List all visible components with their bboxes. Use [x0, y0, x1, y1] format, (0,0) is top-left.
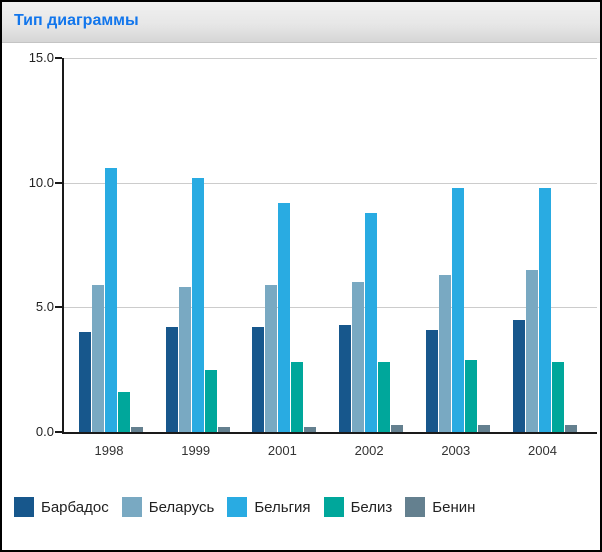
legend-label: Барбадос: [41, 498, 109, 516]
bar-Беларусь: [525, 269, 538, 432]
bar-Беларусь: [92, 284, 104, 432]
x-axis-category-label: 2002: [354, 443, 384, 458]
bar-Бельгия: [278, 202, 291, 432]
legend-item: Барбадос: [14, 497, 109, 517]
bar-Беларусь: [265, 284, 278, 432]
legend-swatch: [121, 497, 142, 517]
y-axis-tick-label: 15.0: [28, 50, 54, 65]
y-axis-tick-mark: [55, 431, 62, 433]
bar-Барбадос: [79, 332, 91, 432]
legend-item: Белиз: [323, 497, 393, 517]
bar-Бельгия: [105, 167, 117, 432]
x-axis-category-label: 2004: [528, 443, 557, 458]
bar-Бенин: [217, 427, 230, 432]
bar-Беларусь: [438, 274, 451, 432]
bar-Бенин: [391, 424, 404, 432]
legend-swatch: [227, 497, 248, 517]
legend-item: Беларусь: [121, 497, 215, 517]
bar-group: [339, 58, 404, 432]
bar-Барбадос: [425, 329, 438, 432]
legend-label: Бельгия: [254, 498, 311, 516]
gridline: [64, 58, 597, 59]
legend-swatch: [323, 497, 344, 517]
legend-item: Бенин: [405, 497, 475, 517]
gridline: [64, 307, 597, 309]
legend-swatch: [405, 497, 426, 517]
legend-swatch: [14, 497, 34, 517]
gridline: [64, 182, 597, 184]
bar-Бенин: [131, 427, 143, 432]
legend-label: Бенин: [432, 498, 476, 516]
bar-Бельгия: [191, 177, 204, 432]
y-axis-tick-mark: [55, 306, 62, 309]
legend-item: Бельгия: [227, 497, 311, 517]
bar-group: [165, 58, 230, 432]
x-axis-category-label: 1999: [181, 443, 211, 458]
bar-Барбадос: [252, 327, 265, 432]
bar-Бельгия: [538, 187, 551, 432]
y-axis-tick-label: 10.0: [28, 174, 54, 190]
bar-Белиз: [378, 362, 391, 432]
y-axis-tick-mark: [55, 57, 62, 59]
x-axis-category-label: 2003: [441, 443, 471, 458]
x-axis-category-label: 1998: [94, 443, 124, 458]
bar-Белиз: [551, 362, 564, 432]
legend: Барбадос Беларусь Бельгия Белиз Бенин: [14, 497, 475, 517]
bar-Барбадос: [165, 327, 178, 432]
bar-group: [425, 58, 490, 432]
bar-chart: Барбадос Беларусь Бельгия Белиз Бенин 15.0 10…: [2, 43, 600, 550]
bar-Бельгия: [365, 212, 378, 432]
y-axis-tick-mark: [55, 181, 62, 184]
bar-group: [79, 58, 143, 432]
y-axis-tick-label: 0.0: [35, 424, 54, 439]
bar-group: [252, 58, 317, 432]
bar-Белиз: [204, 369, 217, 432]
title-bar: Тип диаграммы: [2, 2, 600, 43]
bar-Белиз: [118, 392, 130, 432]
bar-Бельгия: [451, 187, 464, 432]
bar-Барбадос: [512, 319, 525, 432]
bar-Бенин: [304, 427, 317, 432]
legend-label: Белиз: [350, 498, 393, 516]
bar-Бенин: [564, 424, 577, 432]
y-axis-tick-label: 5.0: [35, 299, 54, 315]
plot-area: [62, 58, 597, 434]
x-axis-category-label: 2001: [267, 443, 297, 458]
bar-Беларусь: [178, 287, 191, 432]
bar-Беларусь: [352, 282, 365, 432]
bar-Белиз: [291, 362, 304, 432]
chart-type-title-link[interactable]: Тип диаграммы: [14, 12, 139, 29]
legend-label: Беларусь: [148, 498, 215, 516]
bar-Белиз: [464, 359, 477, 432]
bar-Бенин: [477, 424, 490, 432]
bar-group: [512, 58, 577, 432]
bar-Барбадос: [339, 324, 352, 432]
